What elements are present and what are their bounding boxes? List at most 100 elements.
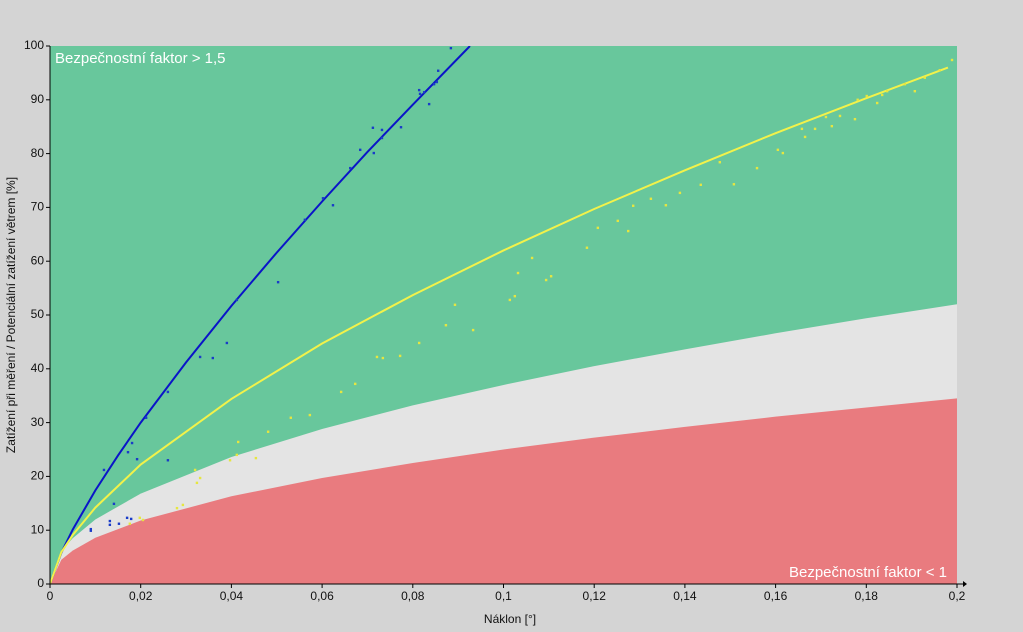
point: [108, 523, 112, 527]
point: [117, 522, 121, 525]
point: [380, 128, 384, 132]
point: [632, 204, 635, 207]
point: [616, 219, 619, 223]
y-tick-label: 20: [31, 469, 45, 483]
y-tick-label: 80: [31, 146, 45, 160]
point: [108, 519, 112, 523]
point: [211, 356, 215, 360]
point: [398, 354, 402, 358]
x-tick-label: 0,1: [495, 589, 512, 603]
point: [444, 324, 448, 327]
point: [436, 69, 440, 72]
point: [449, 46, 453, 50]
point: [513, 294, 517, 298]
point: [699, 183, 702, 187]
point: [856, 98, 859, 101]
y-axis-label: Zatížení při měření / Potenciální zatíže…: [4, 177, 18, 453]
point: [875, 101, 879, 105]
point: [432, 82, 436, 86]
point: [235, 298, 239, 302]
point: [427, 102, 431, 106]
point: [102, 468, 106, 472]
x-tick-label: 0: [47, 589, 54, 603]
point: [417, 341, 421, 345]
point: [950, 58, 954, 62]
point: [237, 440, 240, 444]
point: [358, 148, 362, 152]
point: [354, 382, 357, 386]
point: [181, 503, 185, 507]
point: [803, 135, 807, 139]
point: [732, 183, 736, 186]
point: [372, 151, 375, 155]
point: [141, 518, 145, 522]
plot-layers: [50, 46, 957, 584]
x-tick-label: 0,14: [673, 589, 697, 603]
point: [254, 456, 258, 460]
y-tick-label: 30: [31, 415, 45, 429]
x-axis-arrow: [963, 581, 967, 587]
point: [776, 148, 780, 152]
point: [781, 151, 785, 155]
point: [331, 204, 335, 207]
point: [235, 453, 239, 457]
point: [308, 413, 312, 417]
y-tick-label: 40: [31, 361, 45, 375]
point: [276, 280, 280, 284]
point: [800, 127, 804, 131]
point: [303, 218, 307, 221]
point: [865, 94, 868, 98]
point: [375, 355, 379, 359]
point: [885, 89, 889, 93]
point: [193, 468, 197, 472]
point: [135, 457, 139, 461]
point: [289, 416, 293, 419]
x-tick-label: 0,08: [401, 589, 425, 603]
point: [830, 124, 834, 128]
x-tick-label: 0,12: [583, 589, 607, 603]
point: [913, 89, 917, 93]
point: [138, 516, 141, 520]
point: [195, 481, 199, 485]
point: [89, 529, 93, 532]
point: [130, 441, 134, 445]
y-tick-label: 90: [31, 92, 45, 106]
point: [129, 517, 133, 521]
point: [530, 256, 534, 260]
y-tick-label: 50: [31, 307, 45, 321]
point: [453, 303, 457, 306]
point: [549, 275, 553, 278]
point: [516, 271, 520, 275]
point: [198, 355, 202, 359]
point: [371, 126, 375, 129]
point: [422, 91, 426, 94]
x-tick-label: 0,02: [129, 589, 153, 603]
point: [144, 416, 148, 419]
point: [166, 459, 170, 462]
point: [544, 278, 548, 282]
point: [417, 88, 421, 92]
point: [112, 502, 116, 506]
point: [228, 459, 232, 462]
point: [198, 476, 202, 480]
point: [339, 390, 343, 394]
x-tick-label: 0,18: [855, 589, 879, 603]
point: [471, 328, 475, 332]
x-axis-label: Náklon [°]: [484, 612, 536, 626]
fit-curve: [50, 46, 471, 584]
point: [418, 92, 422, 96]
y-tick-label: 70: [31, 200, 45, 214]
point: [381, 356, 385, 360]
point: [125, 516, 129, 520]
point: [225, 341, 229, 345]
point: [89, 527, 93, 531]
annotation: Bezpečnostní faktor > 1,5: [55, 50, 226, 67]
y-tick-label: 0: [37, 576, 44, 590]
zone-area: [50, 398, 957, 584]
point: [435, 80, 439, 84]
point: [880, 93, 884, 97]
y-tick-label: 10: [31, 522, 45, 536]
point: [508, 298, 512, 302]
point: [166, 390, 170, 394]
